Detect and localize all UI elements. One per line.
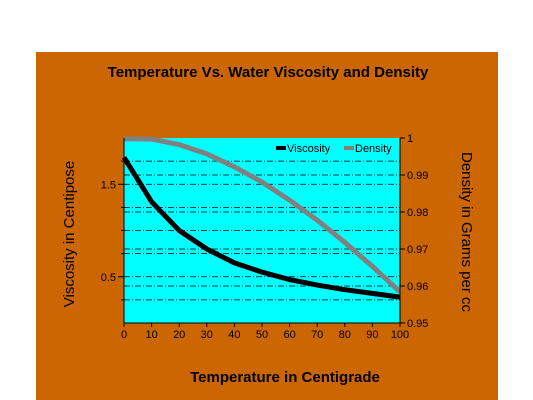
y-right-tick-label: 0.98 [407,207,428,219]
chart-title: Temperature Vs. Water Viscosity and Dens… [108,64,429,81]
y-left-tick-label: 1.5 [101,179,116,191]
axes: 0 10 20 30 40 50 60 70 80 90 100 0.5 1.5 0.95 0.96 0.97… [101,133,429,341]
legend: Viscosity Density [276,143,392,155]
x-tick-label: 0 [121,329,127,341]
y-left-tick-label: 0.5 [101,272,116,284]
series-lines [121,136,402,300]
y-right-tick-label: 0.97 [407,244,428,256]
y-axis-right-label: Density in Grams per cc [458,152,475,313]
x-tick-label: 40 [228,329,240,341]
legend-label-density: Density [355,143,392,155]
x-tick-label: 100 [391,329,409,341]
x-axis-label: Temperature in Centigrade [190,369,380,386]
x-tick-label: 10 [145,329,157,341]
series-line-density [123,136,402,294]
x-tick-label: 90 [366,329,378,341]
x-tick-label: 50 [256,329,268,341]
y-right-tick-label: 1 [407,133,413,145]
y-right-tick-label: 0.96 [407,281,428,293]
series-line-viscosity [121,156,401,300]
x-tick-label: 60 [283,329,295,341]
y-axis-left-label: Viscosity in Centipose [61,161,78,307]
x-tick-label: 20 [173,329,185,341]
x-tick-label: 80 [339,329,351,341]
x-tick-label: 30 [201,329,213,341]
y-right-tick-label: 0.99 [407,170,428,182]
y-right-tick-label: 0.95 [407,318,428,330]
legend-label-viscosity: Viscosity [287,143,331,155]
x-tick-label: 70 [311,329,323,341]
